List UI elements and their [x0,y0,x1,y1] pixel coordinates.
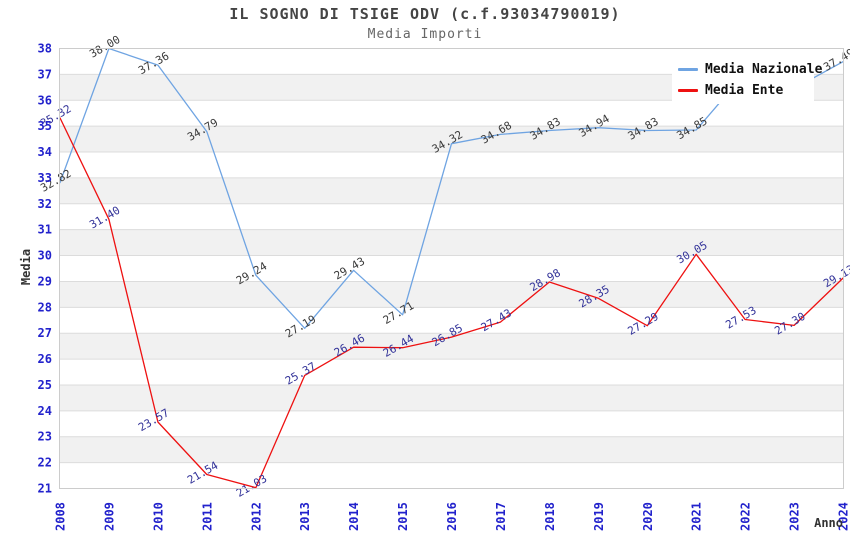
y-tick-label: 34 [38,145,52,159]
grid-band [59,126,844,153]
y-tick-label: 22 [38,456,52,470]
x-tick-label: 2018 [543,502,557,531]
series-line-nazionale [59,47,844,329]
y-tick-label: 37 [38,67,52,81]
x-tick-label: 2010 [151,502,165,531]
x-tick-label: 2013 [298,502,312,531]
plot-background [59,48,844,489]
legend-label-ente: Media Ente [705,83,784,98]
y-tick-label: 27 [38,326,52,340]
grid-band [59,177,844,204]
y-tick-label: 28 [38,300,52,314]
y-tick-label: 30 [38,249,52,263]
y-tick-label: 36 [38,93,52,107]
x-tick-label: 2021 [690,502,704,531]
legend: Media Nazionale Media Ente [672,56,822,104]
chart-subtitle: Media Importi [367,27,483,42]
x-tick-label: 2014 [347,502,361,531]
grid-band [59,281,844,308]
x-tick-label: 2020 [641,502,655,531]
x-tick-label: 2012 [249,502,263,531]
x-axis-title: Anno [814,516,843,530]
y-tick-label: 25 [38,378,52,392]
y-tick-label: 38 [38,42,52,56]
y-tick-label: 35 [38,119,52,133]
y-tick-label: 23 [38,430,52,444]
y-tick-label: 24 [38,404,52,418]
y-tick-label: 26 [38,352,52,366]
x-tick-label: 2024 [837,502,850,531]
x-tick-label: 2019 [592,502,606,531]
grid-band [59,384,844,411]
legend-item-ente: Media Ente [678,83,814,98]
y-tick-label: 29 [38,274,52,288]
grid-band [59,436,844,463]
legend-item-nazionale: Media Nazionale [678,62,822,77]
y-tick-label: 32 [38,197,52,211]
x-tick-label: 2009 [102,502,116,531]
series-line-ente [59,117,844,489]
nazionale-line-swatch-icon [678,68,698,71]
y-tick-label: 31 [38,223,52,237]
x-tick-label: 2023 [788,502,802,531]
x-tick-label: 2016 [445,502,459,531]
x-tick-label: 2022 [739,502,753,531]
x-tick-label: 2011 [200,502,214,531]
y-axis-title: Media [19,249,33,285]
grid-band [59,229,844,256]
y-tick-label: 21 [38,482,52,496]
y-tick-label: 33 [38,171,52,185]
x-tick-label: 2015 [396,502,410,531]
legend-label-nazionale: Media Nazionale [705,62,823,77]
x-tick-label: 2008 [54,502,68,531]
ente-line-swatch-icon [678,89,698,92]
chart-title: IL SOGNO DI TSIGE ODV (c.f.93034790019) [229,5,621,23]
x-tick-label: 2017 [494,502,508,531]
plot-border [59,48,844,489]
